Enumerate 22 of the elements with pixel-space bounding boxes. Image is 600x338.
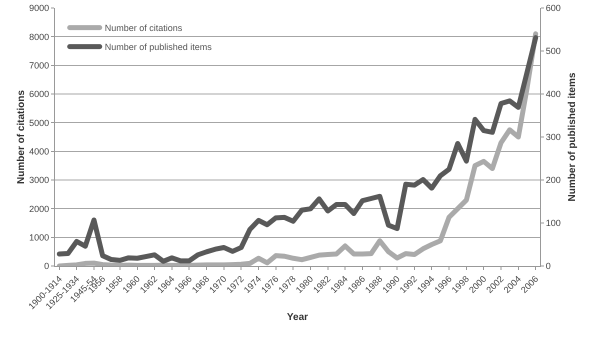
y-tick-label: 8000: [29, 32, 50, 42]
y2-tick-label: 600: [546, 3, 561, 14]
y-tick-label: 5000: [29, 118, 50, 128]
y-tick-label: 6000: [29, 89, 50, 100]
y-tick-label: 4000: [29, 146, 50, 156]
legend-label: Number of citations: [104, 23, 183, 34]
y-tick-label: 2000: [29, 204, 50, 214]
x-axis-title: Year: [286, 312, 308, 323]
y2-tick-label: 500: [546, 46, 561, 56]
y-tick-label: 3000: [29, 175, 50, 186]
y-tick-label: 1000: [29, 232, 50, 242]
y2-tick-label: 300: [546, 132, 561, 142]
y2-tick-label: 0: [546, 261, 551, 272]
y2-tick-label: 100: [546, 218, 561, 228]
legend-label: Number of published items: [104, 42, 212, 52]
y-axis-title: Number of citations: [16, 90, 28, 184]
y-tick-label: 0: [44, 261, 50, 272]
y2-axis-title: Number of published items: [567, 72, 578, 202]
y2-tick-label: 400: [546, 89, 561, 100]
y2-tick-label: 200: [546, 175, 561, 186]
y-tick-label: 9000: [29, 3, 50, 14]
y-tick-label: 7000: [29, 60, 50, 70]
